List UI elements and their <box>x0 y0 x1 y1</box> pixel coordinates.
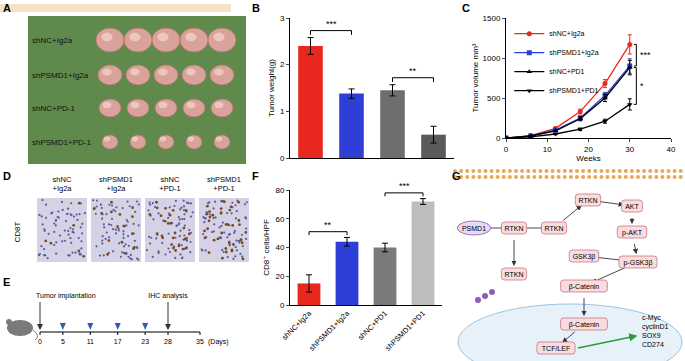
svg-text:500: 500 <box>487 94 501 103</box>
svg-text:Tumor implantation: Tumor implantation <box>36 292 96 300</box>
svg-text:40: 40 <box>275 243 284 252</box>
svg-text:shNC+PD1: shNC+PD1 <box>356 309 389 342</box>
svg-text:1000: 1000 <box>483 54 501 63</box>
svg-text:β-Catenin: β-Catenin <box>569 321 600 329</box>
svg-text:(Days): (Days) <box>208 338 229 346</box>
svg-text:RTKN: RTKN <box>505 271 524 278</box>
svg-text:3: 3 <box>280 14 285 23</box>
svg-text:1500: 1500 <box>483 14 501 23</box>
svg-text:shPSMD1: shPSMD1 <box>99 175 133 184</box>
svg-text:20: 20 <box>275 272 284 281</box>
svg-text:60: 60 <box>275 215 284 224</box>
svg-text:23: 23 <box>141 338 149 345</box>
svg-text:E: E <box>3 276 10 288</box>
svg-text:2: 2 <box>280 60 285 69</box>
svg-text:p-GSK3β: p-GSK3β <box>624 259 653 267</box>
svg-text:***: *** <box>326 19 337 29</box>
svg-text:**: ** <box>324 220 332 230</box>
svg-text:shPSMD1+Ig2a: shPSMD1+Ig2a <box>32 71 89 80</box>
svg-text:Weeks: Weeks <box>576 154 600 163</box>
svg-text:shPSMD1: shPSMD1 <box>207 175 241 184</box>
svg-text:A: A <box>3 2 11 14</box>
svg-text:RTKN: RTKN <box>505 225 524 232</box>
svg-text:shPSMD1+PD1: shPSMD1+PD1 <box>549 87 598 94</box>
svg-text:0: 0 <box>504 145 509 154</box>
svg-text:shNC+Ig2a: shNC+Ig2a <box>280 308 314 342</box>
svg-text:D: D <box>3 170 11 182</box>
svg-text:F: F <box>252 170 259 182</box>
svg-text:5: 5 <box>61 338 65 345</box>
svg-text:CD8T: CD8T <box>13 221 22 242</box>
svg-text:shPSMD1+PD1: shPSMD1+PD1 <box>383 309 427 353</box>
svg-text:+PD-1: +PD-1 <box>159 184 180 193</box>
svg-text:0: 0 <box>280 154 285 163</box>
svg-text:10: 10 <box>543 145 552 154</box>
svg-text:**: ** <box>409 66 417 76</box>
svg-text:G: G <box>452 170 461 182</box>
svg-text:TCF/LEF: TCF/LEF <box>542 345 570 352</box>
svg-text:30: 30 <box>625 145 634 154</box>
svg-text:shNC+PD1: shNC+PD1 <box>549 68 584 75</box>
svg-text:CD8⁺ cells/HPF: CD8⁺ cells/HPF <box>262 219 271 276</box>
svg-text:17: 17 <box>114 338 122 345</box>
svg-text:20: 20 <box>584 145 593 154</box>
svg-text:0: 0 <box>280 301 285 310</box>
svg-text:shNC+Ig2a: shNC+Ig2a <box>32 36 73 45</box>
svg-text:B: B <box>252 2 260 14</box>
svg-text:p-AKT: p-AKT <box>622 229 643 237</box>
svg-text:shNC+Ig2a: shNC+Ig2a <box>549 30 584 38</box>
svg-text:+Ig2a: +Ig2a <box>53 184 73 193</box>
svg-text:shPSMD1+Ig2a: shPSMD1+Ig2a <box>307 308 351 352</box>
svg-text:SOX9: SOX9 <box>642 332 661 339</box>
svg-text:RTKN: RTKN <box>545 225 564 232</box>
svg-text:+Ig2a: +Ig2a <box>107 184 127 193</box>
svg-text:28: 28 <box>164 338 172 345</box>
svg-text:*: * <box>640 81 644 91</box>
svg-text:11: 11 <box>87 338 94 345</box>
svg-text:***: *** <box>399 181 410 191</box>
svg-text:Tumor weight(g): Tumor weight(g) <box>267 59 276 117</box>
svg-text:cyclinD1: cyclinD1 <box>642 323 669 331</box>
svg-text:RTKN: RTKN <box>579 197 598 204</box>
svg-text:***: *** <box>640 50 651 60</box>
svg-text:shPSMD1+PD-1: shPSMD1+PD-1 <box>32 138 91 147</box>
svg-text:CD274: CD274 <box>642 341 664 348</box>
svg-text:shNC+PD-1: shNC+PD-1 <box>32 104 75 113</box>
svg-text:+PD-1: +PD-1 <box>213 184 234 193</box>
svg-text:1: 1 <box>280 107 285 116</box>
svg-text:GSK3β: GSK3β <box>573 253 596 261</box>
svg-text:C: C <box>462 2 470 14</box>
svg-text:80: 80 <box>275 186 284 195</box>
svg-text:35: 35 <box>196 338 204 345</box>
svg-text:shNC: shNC <box>161 175 180 184</box>
svg-text:shPSMD1+Ig2a: shPSMD1+Ig2a <box>549 49 598 57</box>
svg-text:0: 0 <box>496 134 501 143</box>
svg-text:40: 40 <box>667 145 676 154</box>
svg-text:shNC: shNC <box>53 175 72 184</box>
svg-text:β-Catenin: β-Catenin <box>569 283 600 291</box>
svg-text:Tumor volume mm³: Tumor volume mm³ <box>471 43 480 112</box>
svg-text:0: 0 <box>38 338 42 345</box>
svg-text:PSMD1: PSMD1 <box>462 225 486 232</box>
svg-text:IHC analysis: IHC analysis <box>148 292 188 300</box>
svg-text:c-Myc: c-Myc <box>642 314 661 322</box>
svg-text:AKT: AKT <box>625 203 639 210</box>
